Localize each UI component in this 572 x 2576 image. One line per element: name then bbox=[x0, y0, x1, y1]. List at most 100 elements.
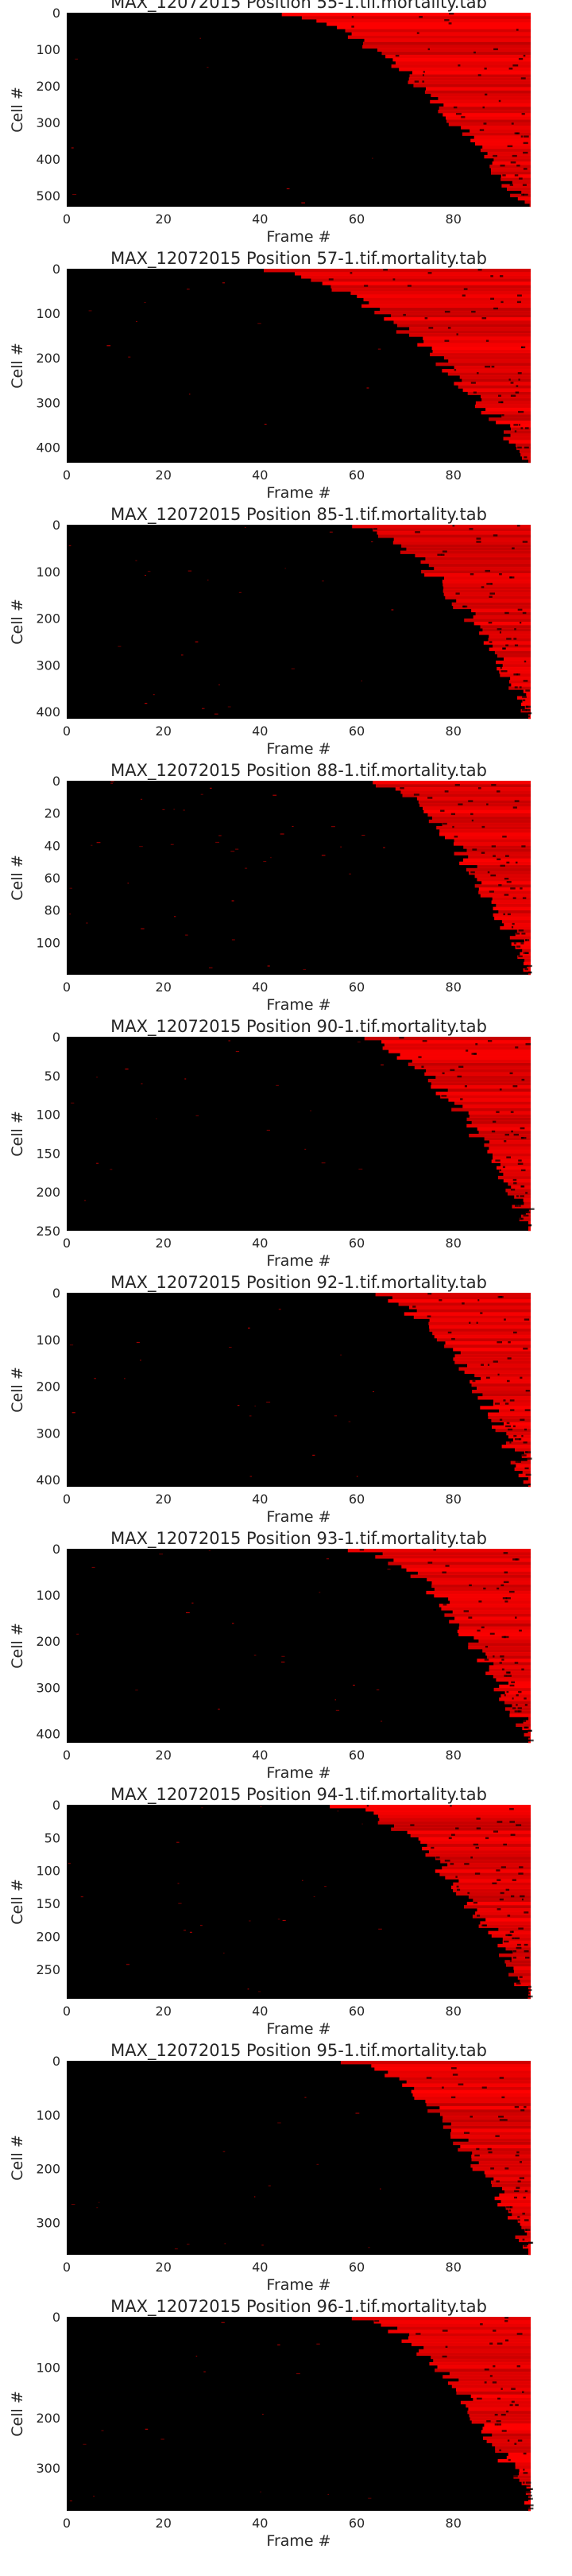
heatmap-gap bbox=[505, 644, 508, 646]
heatmap-gap bbox=[519, 410, 524, 413]
heatmap-cell-band bbox=[458, 2378, 531, 2382]
heatmap-cell-band bbox=[428, 1849, 531, 1854]
heatmap-cell-band bbox=[499, 1684, 531, 1689]
heatmap-gap bbox=[464, 1863, 470, 1865]
heatmap-cell-band bbox=[327, 22, 531, 26]
heatmap-cell-band bbox=[351, 2317, 531, 2321]
heatmap-gap bbox=[516, 1195, 519, 1197]
heatmap-cell-band bbox=[453, 1357, 531, 1361]
heatmap-cell-band bbox=[380, 307, 531, 312]
heatmap-gap bbox=[522, 2481, 525, 2484]
heatmap-cell-band bbox=[492, 2442, 531, 2446]
heatmap-noise bbox=[69, 1344, 74, 1346]
y-tick-label: 200 bbox=[36, 1185, 60, 1200]
heatmap-gap bbox=[485, 1837, 489, 1840]
heatmap-gap bbox=[489, 596, 493, 598]
heatmap-gap bbox=[506, 1674, 512, 1677]
heatmap-noise bbox=[106, 345, 111, 347]
heatmap-noise bbox=[75, 58, 78, 60]
heatmap-gap bbox=[525, 2229, 528, 2231]
heatmap-gap bbox=[486, 583, 492, 585]
heatmap-cell-band bbox=[511, 1957, 531, 1961]
heatmap-cell-band bbox=[406, 2080, 531, 2084]
heatmap-cell-band bbox=[467, 2410, 531, 2415]
heatmap-cell-band bbox=[470, 138, 531, 142]
heatmap-panel: MAX_12072015 Position 92-1.tif.mortality… bbox=[9, 1273, 532, 1526]
heatmap-cell-band bbox=[443, 592, 531, 596]
heatmap-cell-band bbox=[435, 2368, 531, 2372]
x-tick-label: 20 bbox=[156, 2004, 172, 2019]
heatmap-cell-band bbox=[301, 275, 531, 279]
heatmap-cell-band bbox=[526, 692, 531, 696]
heatmap-cell-band bbox=[449, 1620, 531, 1624]
heatmap-noise bbox=[261, 2244, 264, 2246]
heatmap-gap bbox=[477, 372, 479, 374]
heatmap-cell-band bbox=[453, 2141, 531, 2146]
heatmap-gap bbox=[328, 278, 334, 281]
x-axis-label: Frame # bbox=[266, 1252, 330, 1270]
heatmap-cell-band bbox=[495, 1428, 531, 1433]
heatmap-cell-band bbox=[373, 2320, 531, 2324]
heatmap-gap bbox=[523, 680, 528, 682]
heatmap-gap bbox=[500, 1891, 504, 1895]
heatmap-gap bbox=[518, 1159, 522, 1162]
heatmap-cell-band bbox=[493, 906, 531, 910]
heatmap-cell-band bbox=[458, 1626, 531, 1630]
heatmap-gap bbox=[419, 16, 423, 18]
x-tick-label: 60 bbox=[349, 211, 365, 227]
heatmap-cell-band bbox=[443, 113, 531, 117]
y-tick-label: 40 bbox=[44, 838, 60, 853]
heatmap-cell-band bbox=[426, 1590, 531, 1595]
heatmap-cell-band bbox=[423, 2345, 531, 2349]
heatmap-gap bbox=[523, 2196, 526, 2199]
heatmap-cell-band bbox=[489, 647, 531, 651]
heatmap-cell-band bbox=[424, 90, 531, 94]
heatmap-gap bbox=[523, 151, 528, 154]
heatmap-gap bbox=[525, 939, 530, 941]
heatmap-cell-band bbox=[474, 404, 531, 409]
heatmap-gap bbox=[422, 80, 425, 83]
heatmap-noise bbox=[280, 833, 284, 835]
heatmap-gap bbox=[497, 1821, 503, 1823]
heatmap-noise bbox=[191, 1602, 194, 1604]
heatmap-cell-band bbox=[382, 1046, 531, 1050]
x-tick-label: 0 bbox=[63, 980, 71, 995]
y-tick-label: 200 bbox=[36, 351, 60, 366]
heatmap-cell-band bbox=[521, 2225, 531, 2229]
heatmap-cell-band bbox=[301, 16, 531, 20]
x-axis-label: Frame # bbox=[266, 996, 330, 1014]
heatmap-gap bbox=[518, 424, 520, 426]
heatmap-noise bbox=[316, 2163, 319, 2165]
y-tick-label: 300 bbox=[36, 395, 60, 410]
heatmap-gap bbox=[505, 1934, 512, 1937]
heatmap-gap bbox=[489, 1632, 495, 1635]
heatmap-noise bbox=[326, 1558, 329, 1560]
heatmap-cell-band bbox=[485, 1918, 531, 1922]
heatmap-noise bbox=[340, 1354, 342, 1356]
heatmap-cell-band bbox=[515, 1448, 531, 1452]
heatmap-gap bbox=[520, 135, 524, 138]
heatmap-gap bbox=[373, 528, 377, 530]
heatmap-gap bbox=[427, 1562, 433, 1564]
heatmap-noise bbox=[170, 844, 174, 845]
heatmap-cell-band bbox=[432, 1331, 531, 1336]
heatmap-cell-band bbox=[381, 1040, 531, 1044]
heatmap-cell-band bbox=[523, 1720, 531, 1724]
heatmap-cell-band bbox=[493, 1402, 531, 1406]
heatmap-gap bbox=[499, 1418, 503, 1421]
heatmap-gap bbox=[504, 1674, 507, 1677]
heatmap-cell-band bbox=[485, 407, 531, 412]
heatmap-gap bbox=[507, 913, 511, 916]
heatmap-gap bbox=[500, 1655, 504, 1658]
heatmap-gap bbox=[441, 1095, 447, 1097]
heatmap-noise bbox=[247, 1988, 249, 1990]
heatmap-gap bbox=[512, 897, 516, 899]
heatmap-cell-band bbox=[416, 2352, 531, 2357]
heatmap-noise bbox=[136, 321, 137, 322]
heatmap-gap bbox=[528, 1995, 531, 1998]
heatmap-cell-band bbox=[528, 459, 531, 464]
heatmap-gap bbox=[508, 2209, 512, 2212]
heatmap-cell-band bbox=[451, 2128, 531, 2132]
heatmap-gap bbox=[500, 2388, 503, 2390]
